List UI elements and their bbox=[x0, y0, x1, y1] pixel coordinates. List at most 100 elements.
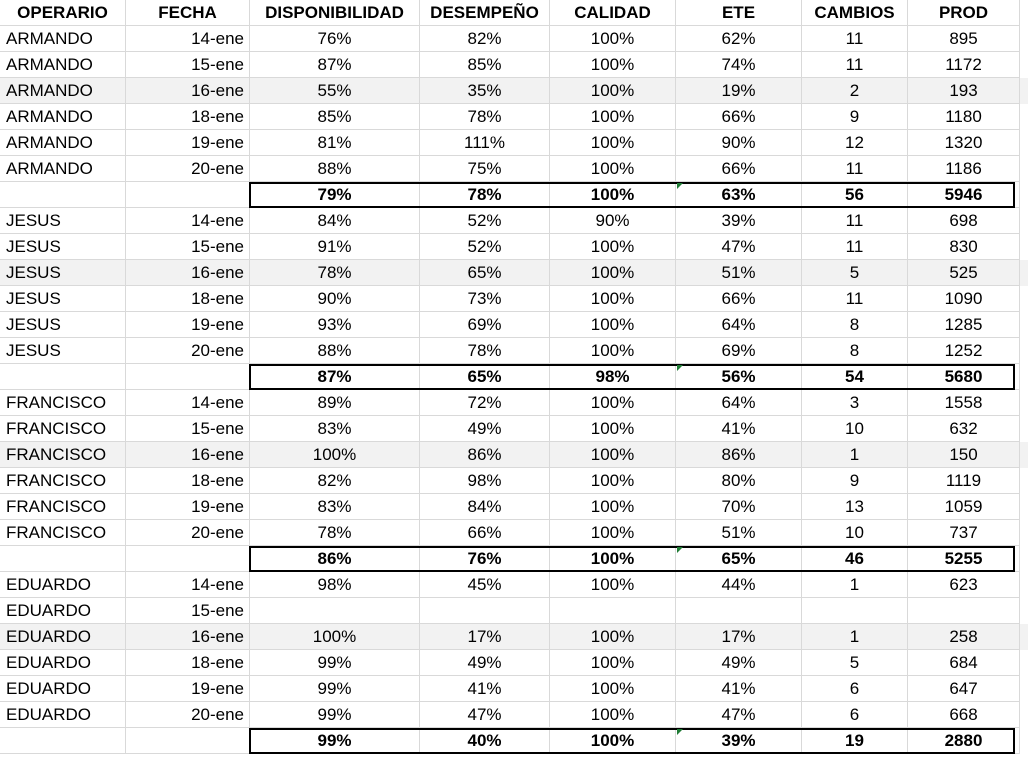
cell-prod[interactable]: 5255 bbox=[908, 546, 1020, 572]
cell-desempeno[interactable]: 85% bbox=[420, 52, 550, 78]
cell-fecha[interactable]: 19-ene bbox=[126, 676, 250, 702]
cell-ete[interactable]: 39% bbox=[676, 208, 802, 234]
cell-calidad[interactable]: 100% bbox=[550, 52, 676, 78]
cell-cambios[interactable]: 11 bbox=[802, 26, 908, 52]
comment-indicator-icon[interactable] bbox=[677, 183, 683, 189]
cell-prod[interactable]: 1285 bbox=[908, 312, 1020, 338]
cell-fecha[interactable]: 14-ene bbox=[126, 26, 250, 52]
cell-prod[interactable]: 1059 bbox=[908, 494, 1020, 520]
cell-desempeno[interactable]: 65% bbox=[420, 364, 550, 390]
cell-disponibilidad[interactable]: 99% bbox=[250, 728, 420, 754]
cell-desempeno[interactable]: 76% bbox=[420, 546, 550, 572]
cell-disponibilidad[interactable]: 76% bbox=[250, 26, 420, 52]
cell-cambios[interactable]: 11 bbox=[802, 234, 908, 260]
cell-fecha[interactable] bbox=[126, 364, 250, 390]
cell-prod[interactable]: 2880 bbox=[908, 728, 1020, 754]
cell-ete[interactable]: 19% bbox=[676, 78, 802, 104]
column-header-disponibilidad[interactable]: DISPONIBILIDAD bbox=[250, 0, 420, 26]
cell-operario[interactable]: JESUS bbox=[0, 234, 126, 260]
cell-prod[interactable]: 1172 bbox=[908, 52, 1020, 78]
cell-disponibilidad[interactable]: 99% bbox=[250, 676, 420, 702]
cell-ete[interactable]: 17% bbox=[676, 624, 802, 650]
cell-prod[interactable]: 830 bbox=[908, 234, 1020, 260]
cell-prod[interactable]: 684 bbox=[908, 650, 1020, 676]
cell-cambios[interactable]: 10 bbox=[802, 416, 908, 442]
cell-fecha[interactable]: 20-ene bbox=[126, 520, 250, 546]
cell-disponibilidad[interactable]: 87% bbox=[250, 364, 420, 390]
cell-cambios[interactable]: 8 bbox=[802, 338, 908, 364]
cell-cambios[interactable]: 3 bbox=[802, 390, 908, 416]
cell-desempeno[interactable]: 66% bbox=[420, 520, 550, 546]
cell-ete[interactable]: 49% bbox=[676, 650, 802, 676]
cell-cambios[interactable]: 10 bbox=[802, 520, 908, 546]
cell-prod[interactable]: 1186 bbox=[908, 156, 1020, 182]
cell-calidad[interactable]: 100% bbox=[550, 520, 676, 546]
cell-ete[interactable]: 63% bbox=[676, 182, 802, 208]
cell-calidad[interactable]: 98% bbox=[550, 364, 676, 390]
cell-disponibilidad[interactable]: 90% bbox=[250, 286, 420, 312]
cell-calidad[interactable]: 100% bbox=[550, 442, 676, 468]
cell-disponibilidad[interactable]: 78% bbox=[250, 520, 420, 546]
cell-disponibilidad[interactable]: 88% bbox=[250, 338, 420, 364]
cell-prod[interactable]: 1252 bbox=[908, 338, 1020, 364]
cell-desempeno[interactable]: 86% bbox=[420, 442, 550, 468]
cell-cambios[interactable]: 1 bbox=[802, 624, 908, 650]
cell-ete[interactable]: 62% bbox=[676, 26, 802, 52]
cell-operario[interactable]: JESUS bbox=[0, 208, 126, 234]
cell-fecha[interactable]: 16-ene bbox=[126, 260, 250, 286]
cell-fecha[interactable]: 15-ene bbox=[126, 416, 250, 442]
cell-disponibilidad[interactable]: 91% bbox=[250, 234, 420, 260]
cell-prod[interactable]: 5680 bbox=[908, 364, 1020, 390]
cell-disponibilidad[interactable]: 83% bbox=[250, 494, 420, 520]
cell-operario[interactable]: FRANCISCO bbox=[0, 494, 126, 520]
cell-desempeno[interactable]: 45% bbox=[420, 572, 550, 598]
cell-calidad[interactable]: 100% bbox=[550, 494, 676, 520]
cell-cambios[interactable]: 11 bbox=[802, 52, 908, 78]
cell-operario[interactable] bbox=[0, 728, 126, 754]
cell-fecha[interactable]: 15-ene bbox=[126, 598, 250, 624]
cell-fecha[interactable]: 14-ene bbox=[126, 390, 250, 416]
cell-desempeno[interactable]: 82% bbox=[420, 26, 550, 52]
cell-fecha[interactable] bbox=[126, 546, 250, 572]
cell-desempeno[interactable]: 49% bbox=[420, 650, 550, 676]
cell-ete[interactable]: 44% bbox=[676, 572, 802, 598]
cell-desempeno[interactable]: 52% bbox=[420, 208, 550, 234]
cell-calidad[interactable]: 100% bbox=[550, 78, 676, 104]
cell-calidad[interactable]: 100% bbox=[550, 572, 676, 598]
cell-cambios[interactable]: 2 bbox=[802, 78, 908, 104]
cell-calidad[interactable]: 100% bbox=[550, 312, 676, 338]
cell-ete[interactable]: 64% bbox=[676, 390, 802, 416]
cell-cambios[interactable]: 46 bbox=[802, 546, 908, 572]
cell-fecha[interactable]: 20-ene bbox=[126, 156, 250, 182]
column-header-prod[interactable]: PROD bbox=[908, 0, 1020, 26]
cell-operario[interactable]: EDUARDO bbox=[0, 598, 126, 624]
cell-operario[interactable]: ARMANDO bbox=[0, 26, 126, 52]
cell-fecha[interactable]: 19-ene bbox=[126, 130, 250, 156]
cell-calidad[interactable]: 100% bbox=[550, 702, 676, 728]
cell-prod[interactable]: 668 bbox=[908, 702, 1020, 728]
cell-cambios[interactable]: 6 bbox=[802, 702, 908, 728]
cell-ete[interactable]: 47% bbox=[676, 702, 802, 728]
cell-disponibilidad[interactable]: 100% bbox=[250, 442, 420, 468]
cell-ete[interactable]: 51% bbox=[676, 520, 802, 546]
cell-operario[interactable]: FRANCISCO bbox=[0, 468, 126, 494]
cell-disponibilidad[interactable] bbox=[250, 598, 420, 624]
cell-desempeno[interactable]: 72% bbox=[420, 390, 550, 416]
cell-operario[interactable] bbox=[0, 364, 126, 390]
cell-ete[interactable]: 66% bbox=[676, 104, 802, 130]
cell-prod[interactable]: 698 bbox=[908, 208, 1020, 234]
cell-prod[interactable]: 623 bbox=[908, 572, 1020, 598]
column-header-ete[interactable]: ETE bbox=[676, 0, 802, 26]
cell-operario[interactable]: FRANCISCO bbox=[0, 520, 126, 546]
cell-fecha[interactable]: 19-ene bbox=[126, 312, 250, 338]
cell-disponibilidad[interactable]: 88% bbox=[250, 156, 420, 182]
cell-prod[interactable]: 1119 bbox=[908, 468, 1020, 494]
cell-cambios[interactable]: 6 bbox=[802, 676, 908, 702]
cell-calidad[interactable]: 90% bbox=[550, 208, 676, 234]
cell-fecha[interactable]: 16-ene bbox=[126, 442, 250, 468]
cell-disponibilidad[interactable]: 86% bbox=[250, 546, 420, 572]
cell-disponibilidad[interactable]: 55% bbox=[250, 78, 420, 104]
cell-cambios[interactable]: 1 bbox=[802, 442, 908, 468]
cell-ete[interactable]: 47% bbox=[676, 234, 802, 260]
comment-indicator-icon[interactable] bbox=[677, 729, 683, 735]
